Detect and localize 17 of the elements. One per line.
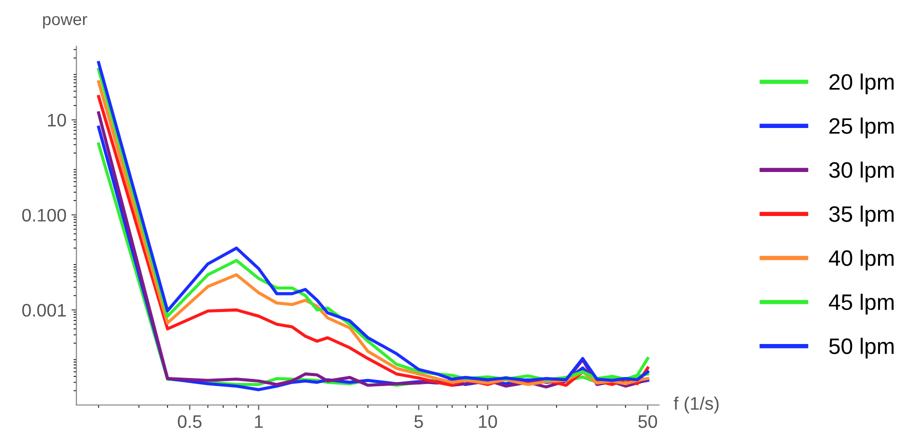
x-axis-title: f (1/s) bbox=[674, 396, 719, 414]
legend-label: 25 lpm bbox=[829, 118, 894, 138]
legend-label: 40 lpm bbox=[828, 250, 894, 270]
y-tick-label: 0.001 bbox=[22, 304, 66, 317]
x-tick-label: 1 bbox=[255, 415, 263, 428]
x-tick-label: 50 bbox=[638, 415, 658, 428]
y-axis-title: power bbox=[43, 16, 88, 29]
legend-label: 50 lpm bbox=[829, 338, 894, 359]
legend-label: 45 lpm bbox=[828, 294, 894, 314]
legend-label: 35 lpm bbox=[829, 206, 894, 226]
y-tick-label: 0.100 bbox=[22, 208, 66, 222]
legend-label: 30 lpm bbox=[829, 162, 894, 182]
x-tick-label: 5 bbox=[414, 415, 423, 428]
legend-label: 20 lpm bbox=[829, 73, 894, 94]
x-tick-label: 10 bbox=[478, 415, 497, 428]
y-tick-label: 10 bbox=[48, 114, 66, 127]
x-tick-label: 0.5 bbox=[178, 415, 202, 428]
